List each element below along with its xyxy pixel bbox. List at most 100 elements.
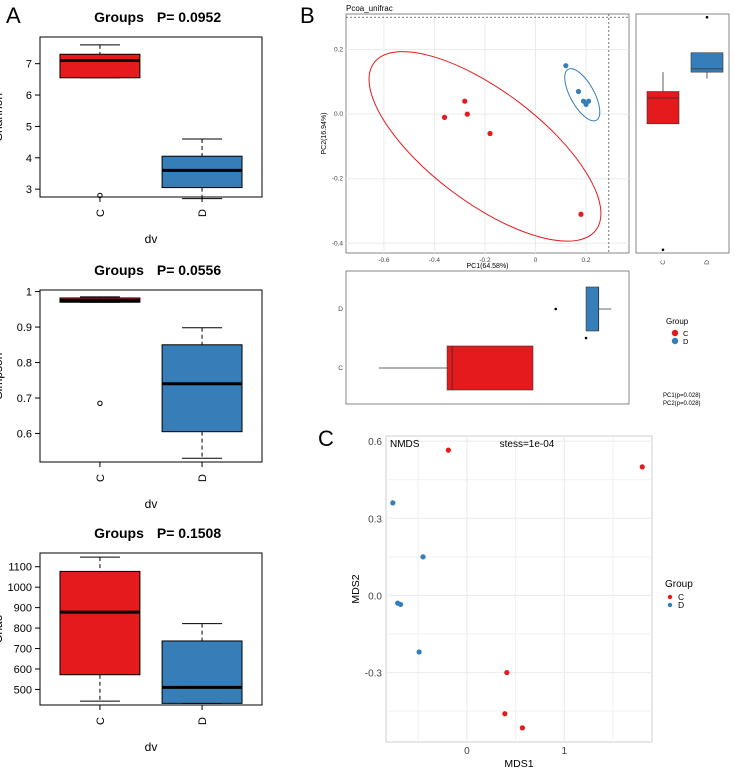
point-group-C bbox=[519, 725, 526, 731]
y-tick-label: 0.2 bbox=[334, 47, 343, 54]
y-axis-label: Simpson bbox=[0, 353, 5, 400]
x-tick-label: D bbox=[197, 209, 209, 217]
legend-swatch-C bbox=[667, 594, 673, 600]
y-tick-label: 4 bbox=[26, 153, 32, 165]
y-tick-label: 6 bbox=[26, 90, 32, 102]
x-tick-label: C bbox=[95, 717, 107, 725]
y-tick-label: 0.6 bbox=[368, 437, 382, 448]
chart-simpson-boxplot: Groups P= 0.0556 0.6 0.7 0.8 0.9 1 Simpson C Ddv bbox=[0, 262, 263, 511]
chart-shannon-boxplot: Groups P= 0.0952 3 4 5 6 7 Shannon C Ddv bbox=[0, 9, 263, 246]
point-group-D bbox=[398, 601, 404, 608]
chart-subtitle: stess=1e-04 bbox=[500, 439, 555, 450]
outlier-point bbox=[97, 400, 103, 407]
x-tick-label: 0 bbox=[464, 746, 470, 757]
y-tick-label: -0.4 bbox=[332, 240, 344, 247]
x-axis-label: dv bbox=[145, 232, 158, 246]
x-tick-label: -0.2 bbox=[479, 257, 491, 264]
y-tick-label: 7 bbox=[26, 59, 32, 71]
legend-title: Group bbox=[665, 579, 693, 590]
x-tick-label: 0.2 bbox=[582, 257, 591, 264]
y-tick-label: C bbox=[338, 365, 343, 372]
box-D bbox=[161, 640, 243, 704]
legend-label-C: C bbox=[683, 329, 689, 338]
point-group-C bbox=[445, 447, 451, 453]
point-group-C bbox=[578, 211, 584, 217]
y-tick-label: 1000 bbox=[8, 582, 32, 594]
y-tick-label: 3 bbox=[26, 184, 32, 196]
point-group-C bbox=[462, 98, 468, 104]
legend-label-D: D bbox=[678, 600, 684, 610]
box-C bbox=[646, 91, 680, 125]
significance-note: PC2(p=0.028) bbox=[663, 401, 701, 407]
chart-nmds-scatter: NMDS stess=1e-04 0 1 -0.3 0.0 0.3 0.6 MDS1 MDS2 Gr… bbox=[350, 435, 693, 770]
x-tick-label: C bbox=[95, 474, 107, 482]
y-tick-label: D bbox=[338, 306, 343, 313]
y-tick-label: 0.8 bbox=[17, 358, 32, 370]
chart-title-pvalue: P= 0.0952 bbox=[157, 9, 221, 25]
box-C bbox=[59, 570, 141, 676]
panel-label-a: A bbox=[6, 3, 21, 28]
plot-frame bbox=[385, 435, 653, 743]
y-tick-label: 0.9 bbox=[17, 322, 32, 334]
y-tick-label: 0.0 bbox=[334, 111, 343, 118]
x-tick-label: C bbox=[95, 209, 107, 217]
x-tick-label: -0.6 bbox=[378, 257, 390, 264]
pcoa-legend: Group CD PC1(p=0.028) PC2(p=0.028) bbox=[663, 317, 701, 407]
y-tick-label: 0.7 bbox=[17, 393, 32, 405]
x-tick-label: D bbox=[197, 717, 209, 725]
plot-frame bbox=[39, 552, 263, 706]
point-group-C bbox=[502, 711, 508, 717]
legend-swatch-D bbox=[671, 337, 679, 345]
x-tick-label: D bbox=[704, 260, 711, 265]
x-tick-label: D bbox=[197, 474, 209, 482]
box-D bbox=[585, 286, 599, 332]
y-tick-label: 5 bbox=[26, 121, 32, 133]
point-group-C bbox=[464, 111, 470, 117]
chart-title-group: Groups bbox=[94, 262, 144, 278]
point-group-C bbox=[441, 114, 448, 120]
y-axis-label: PC2(16.94%) bbox=[321, 112, 328, 154]
x-tick-label: C bbox=[660, 260, 667, 265]
x-tick-label: 1 bbox=[562, 746, 568, 757]
chart-chao-boxplot: Groups P= 0.1508 500 600 700 800 900 1000 1100 Ch… bbox=[0, 525, 263, 754]
chart-title-pvalue: P= 0.0556 bbox=[157, 262, 221, 278]
point-group-D bbox=[575, 88, 582, 95]
confidence-ellipse bbox=[368, 51, 602, 242]
y-tick-label: 0.6 bbox=[17, 428, 32, 440]
outlier-point bbox=[584, 336, 588, 340]
x-axis-label: dv bbox=[145, 740, 158, 754]
y-tick-label: 800 bbox=[14, 623, 32, 635]
confidence-ellipse bbox=[564, 68, 601, 122]
outlier-point bbox=[705, 15, 709, 19]
x-tick-label: 0 bbox=[534, 257, 538, 264]
plot-frame bbox=[39, 289, 263, 463]
outlier-point bbox=[554, 307, 558, 311]
box-D bbox=[690, 52, 724, 73]
point-group-D bbox=[583, 101, 589, 108]
outlier-point bbox=[661, 248, 665, 252]
legend-label-C: C bbox=[678, 592, 684, 602]
point-group-D bbox=[390, 500, 396, 506]
legend-label-D: D bbox=[683, 337, 689, 346]
x-axis-label: PC1(64.58%) bbox=[466, 263, 508, 270]
chart-title-group: Groups bbox=[94, 9, 144, 25]
point-group-D bbox=[420, 554, 426, 560]
point-group-C bbox=[639, 464, 645, 470]
y-tick-label: 500 bbox=[14, 684, 32, 696]
point-group-C bbox=[504, 669, 510, 676]
y-tick-label: 600 bbox=[14, 664, 32, 676]
panel-label-b: B bbox=[300, 3, 315, 28]
box-D bbox=[161, 344, 243, 433]
panel-label-c: C bbox=[318, 426, 334, 451]
plot-frame bbox=[635, 13, 730, 254]
chart-pcoa-unifrac-scatter: Pcoa_unifrac -0.6 -0.4 -0.2 0 0.2 -0.4 -0.2 0.0 0… bbox=[321, 4, 630, 270]
legend-title: Group bbox=[666, 317, 689, 326]
chart-title-group: Groups bbox=[94, 525, 144, 541]
plot-frame bbox=[39, 36, 263, 198]
y-axis-label: MDS2 bbox=[350, 574, 362, 603]
point-group-D bbox=[416, 649, 422, 655]
chart-title: Pcoa_unifrac bbox=[346, 4, 393, 13]
chart-pcoa-pc1-boxplot: CD bbox=[338, 270, 630, 405]
box-D bbox=[161, 155, 243, 189]
